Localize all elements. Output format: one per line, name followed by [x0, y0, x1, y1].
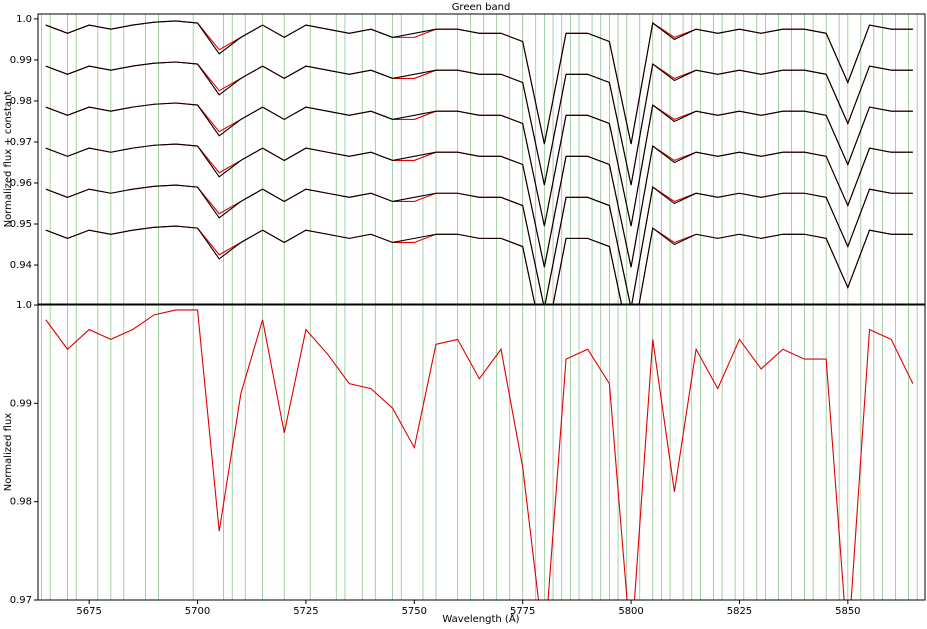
- y-tick-label: 0.94: [10, 260, 32, 271]
- y-tick-label: 0.98: [10, 96, 32, 107]
- x-tick-label: 5675: [76, 606, 101, 617]
- x-tick-label: 5800: [618, 606, 643, 617]
- spectrum-line: [45, 20, 913, 145]
- y-axis-label: Normalized flux + constant: [3, 91, 14, 228]
- spectrum-line: [45, 61, 913, 186]
- y-tick-label: 0.98: [10, 497, 32, 508]
- x-tick-label: 5725: [293, 606, 318, 617]
- y-tick-label: 1.0: [16, 300, 32, 311]
- spectrum-line: [45, 61, 913, 186]
- y-axis-label: Normalized flux: [3, 413, 14, 492]
- x-tick-label: 5750: [402, 606, 427, 617]
- x-tick-label: 5775: [510, 606, 535, 617]
- spectrum-line: [45, 102, 913, 227]
- spectrum-line: [45, 102, 913, 227]
- x-tick-label: 5850: [835, 606, 860, 617]
- y-tick-label: 0.97: [10, 595, 32, 606]
- x-tick-label: 5825: [727, 606, 752, 617]
- bottom-panel-plot: [41, 305, 918, 600]
- spectrum-line: [45, 143, 913, 268]
- x-axis-label: Wavelength (Å): [442, 612, 519, 625]
- spectrum-line: [45, 225, 913, 304]
- y-tick-label: 0.96: [10, 178, 32, 189]
- spectrum-line: [45, 184, 913, 304]
- y-tick-label: 0.95: [10, 219, 32, 230]
- top-frame: [37, 13, 926, 305]
- spectrum-line: [45, 184, 913, 304]
- chart-title: Green band: [452, 2, 511, 13]
- spectrum-line: [45, 309, 914, 600]
- spectrum-line: [45, 225, 913, 304]
- top-panel-plot: [41, 14, 918, 304]
- y-tick-label: 1.0: [16, 14, 32, 25]
- axes: 0.94 0.95 0.96 0.97 0.98 0.99 1.0 0.97 0.98 0.99 1…: [10, 14, 861, 617]
- spectrum-line: [45, 143, 913, 268]
- spectrum-line: [45, 20, 913, 145]
- y-tick-label: 0.97: [10, 137, 32, 148]
- x-tick-label: 5700: [185, 606, 210, 617]
- y-tick-label: 0.99: [10, 55, 32, 66]
- y-tick-label: 0.99: [10, 398, 32, 409]
- bottom-frame: [37, 304, 926, 601]
